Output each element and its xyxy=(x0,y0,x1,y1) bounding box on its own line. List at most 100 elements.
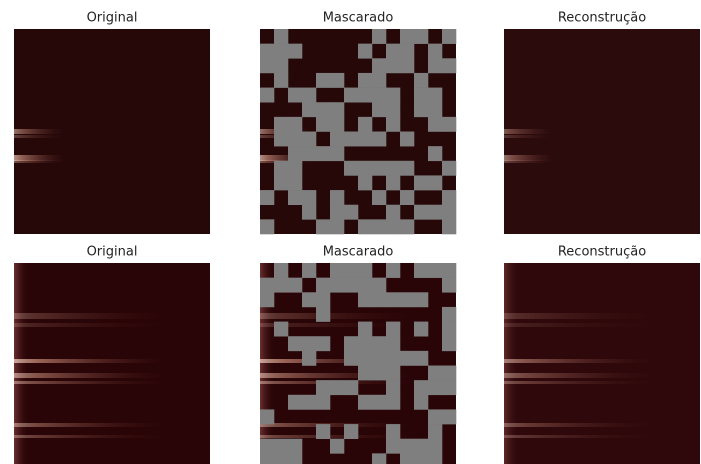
mask-patch xyxy=(316,146,330,161)
mask-patch xyxy=(442,278,456,293)
mask-patch xyxy=(316,117,330,132)
mask-patch xyxy=(442,409,456,424)
panel-title: Original xyxy=(87,11,138,26)
mask-patch xyxy=(302,205,316,220)
mask-patch xyxy=(302,351,316,366)
mask-patch xyxy=(288,132,302,147)
mask-patch xyxy=(316,336,330,351)
spectral-streak xyxy=(14,160,64,163)
mask-patch xyxy=(358,175,372,190)
mask-patch xyxy=(428,146,442,161)
mask-patch xyxy=(372,219,386,234)
mask-patch xyxy=(428,366,442,381)
mask-patch xyxy=(302,146,316,161)
mask-patch xyxy=(316,219,330,234)
spectral-streak xyxy=(14,423,164,427)
spectrogram xyxy=(260,29,456,234)
mask-patch xyxy=(386,439,400,454)
mask-patch xyxy=(442,336,456,351)
mask-patch xyxy=(344,351,358,366)
mask-patch xyxy=(372,351,386,366)
mask-patch xyxy=(358,263,372,278)
mask-patch xyxy=(274,161,288,176)
mask-patch xyxy=(316,102,330,117)
mask-patch xyxy=(442,380,456,395)
mask-patch xyxy=(414,395,428,410)
mask-patch xyxy=(414,380,428,395)
mask-patch xyxy=(428,88,442,103)
mask-patch xyxy=(288,439,302,454)
spectrogram xyxy=(504,263,700,464)
mask-patch xyxy=(288,336,302,351)
mask-patch xyxy=(372,88,386,103)
mask-patch xyxy=(428,263,442,278)
mask-patch xyxy=(400,190,414,205)
mask-patch xyxy=(372,366,386,381)
mask-patch xyxy=(442,219,456,234)
spectrogram xyxy=(14,29,210,234)
mask-patch xyxy=(386,88,400,103)
panel-title: Original xyxy=(87,245,138,260)
mask-patch xyxy=(316,307,330,322)
mask-patch xyxy=(386,219,400,234)
mask-patch xyxy=(414,29,428,44)
mask-patch xyxy=(344,380,358,395)
mask-patch xyxy=(358,73,372,88)
mask-patch xyxy=(442,205,456,220)
mask-patch xyxy=(442,117,456,132)
mask-patch xyxy=(386,44,400,59)
mask-patch xyxy=(386,161,400,176)
mask-patch xyxy=(260,292,274,307)
mask-patch xyxy=(386,205,400,220)
mask-patch xyxy=(400,292,414,307)
mask-patch xyxy=(386,117,400,132)
spectrogram xyxy=(14,263,210,464)
mask-patch xyxy=(386,322,400,337)
low-freq-band xyxy=(14,263,28,464)
mask-patch xyxy=(260,88,274,103)
mask-patch xyxy=(386,366,400,381)
mask-patch xyxy=(428,175,442,190)
mask-patch xyxy=(358,292,372,307)
spectral-streak xyxy=(14,323,164,327)
mask-patch xyxy=(442,190,456,205)
mask-patch xyxy=(386,380,400,395)
mask-patch xyxy=(442,307,456,322)
mask-patch xyxy=(302,190,316,205)
spectral-streak xyxy=(260,313,410,319)
mask-patch xyxy=(330,117,344,132)
mask-patch xyxy=(428,380,442,395)
mask-patch xyxy=(330,102,344,117)
mask-patch xyxy=(442,58,456,73)
mask-patch xyxy=(330,190,344,205)
mask-patch xyxy=(372,453,386,464)
mask-patch xyxy=(302,395,316,410)
mask-patch xyxy=(316,73,330,88)
mask-patch xyxy=(428,58,442,73)
mask-patch xyxy=(372,73,386,88)
mask-patch xyxy=(344,263,358,278)
mask-patch xyxy=(344,336,358,351)
mask-patch xyxy=(302,132,316,147)
mask-patch xyxy=(372,292,386,307)
mask-patch xyxy=(428,439,442,454)
mask-patch xyxy=(358,351,372,366)
mask-patch xyxy=(358,44,372,59)
mask-patch xyxy=(330,278,344,293)
mask-patch xyxy=(428,409,442,424)
mask-patch xyxy=(288,117,302,132)
mask-patch xyxy=(386,336,400,351)
mask-patch xyxy=(400,439,414,454)
mask-patch xyxy=(330,205,344,220)
mask-patch xyxy=(288,278,302,293)
mask-patch xyxy=(274,453,288,464)
mask-patch xyxy=(428,453,442,464)
mask-patch xyxy=(260,439,274,454)
mask-patch xyxy=(288,44,302,59)
mask-patch xyxy=(316,380,330,395)
panel-title: Reconstrução xyxy=(558,11,646,26)
mask-patch xyxy=(344,132,358,147)
mask-patch xyxy=(260,219,274,234)
mask-patch xyxy=(442,366,456,381)
mask-patch xyxy=(386,263,400,278)
